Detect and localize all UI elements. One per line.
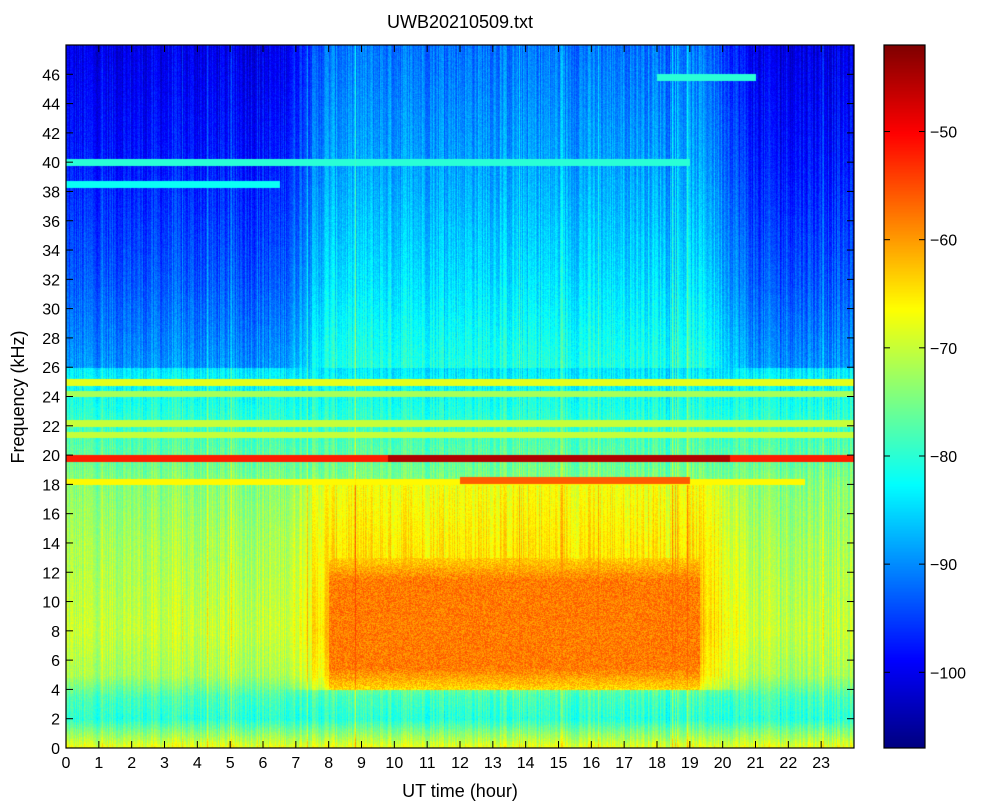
x-tick-label: 19 (681, 755, 699, 772)
y-tick-label: 28 (42, 331, 60, 348)
x-tick-label: 9 (357, 755, 366, 772)
y-tick-label: 0 (51, 741, 60, 758)
y-tick-label: 2 (51, 712, 60, 729)
y-tick-label: 44 (42, 97, 60, 114)
x-tick-label: 2 (127, 755, 136, 772)
x-tick-label: 6 (259, 755, 268, 772)
y-tick-label: 20 (42, 448, 60, 465)
x-tick-label: 13 (484, 755, 502, 772)
x-tick-label: 17 (615, 755, 633, 772)
y-tick-label: 38 (42, 184, 60, 201)
x-tick-label: 10 (385, 755, 403, 772)
colorbar-tick-label: −60 (930, 233, 957, 250)
colorbar-canvas (884, 45, 925, 748)
y-tick-label: 12 (42, 565, 60, 582)
y-tick-label: 32 (42, 272, 60, 289)
y-tick-label: 34 (42, 243, 60, 260)
plot-area (66, 45, 854, 748)
x-tick-label: 23 (812, 755, 830, 772)
x-tick-label: 16 (582, 755, 600, 772)
colorbar-ticks: −100 −90 −80 −70 −60 −50 (884, 125, 966, 682)
y-tick-label: 14 (42, 536, 60, 553)
y-tick-label: 10 (42, 595, 60, 612)
y-axis-label: Frequency (kHz) (8, 330, 28, 463)
x-tick-label: 15 (550, 755, 568, 772)
y-tick-label: 26 (42, 360, 60, 377)
x-tick-label: 12 (451, 755, 469, 772)
x-tick-label: 14 (517, 755, 535, 772)
y-tick-label: 8 (51, 624, 60, 641)
x-axis-ticks: 0 1 2 3 4 5 6 7 8 9 10 11 12 13 14 15 16 17 18 19 20 21 22 23 (62, 45, 830, 772)
x-tick-label: 20 (714, 755, 732, 772)
colorbar-frame (883, 44, 926, 749)
y-tick-label: 24 (42, 390, 60, 407)
y-tick-label: 40 (42, 155, 60, 172)
x-tick-label: 0 (62, 755, 71, 772)
x-tick-label: 8 (324, 755, 333, 772)
spectrogram-canvas (66, 45, 854, 748)
y-tick-label: 22 (42, 419, 60, 436)
chart-title: UWB20210509.txt (387, 12, 533, 32)
x-tick-label: 5 (226, 755, 235, 772)
colorbar-tick-label: −80 (930, 449, 957, 466)
x-tick-label: 11 (419, 755, 436, 772)
y-tick-label: 18 (42, 477, 60, 494)
colorbar-tick-label: −100 (930, 665, 966, 682)
x-tick-label: 21 (747, 755, 765, 772)
y-tick-label: 36 (42, 214, 60, 231)
x-tick-label: 22 (779, 755, 797, 772)
y-tick-label: 46 (42, 67, 60, 84)
x-tick-label: 18 (648, 755, 666, 772)
colorbar (884, 45, 925, 748)
x-tick-label: 1 (94, 755, 103, 772)
y-axis-ticks: 0246810121416182022242628303234363840424… (42, 67, 854, 758)
y-tick-label: 30 (42, 302, 60, 319)
y-tick-label: 16 (42, 507, 60, 524)
colorbar-tick-label: −50 (930, 125, 957, 142)
y-tick-label: 6 (51, 653, 60, 670)
colorbar-tick-label: −70 (930, 341, 957, 358)
x-tick-label: 7 (291, 755, 300, 772)
x-tick-label: 3 (160, 755, 169, 772)
x-axis-label: UT time (hour) (402, 781, 518, 801)
y-tick-label: 4 (51, 682, 60, 699)
colorbar-tick-label: −90 (930, 557, 957, 574)
x-tick-label: 4 (193, 755, 202, 772)
y-tick-label: 42 (42, 126, 60, 143)
